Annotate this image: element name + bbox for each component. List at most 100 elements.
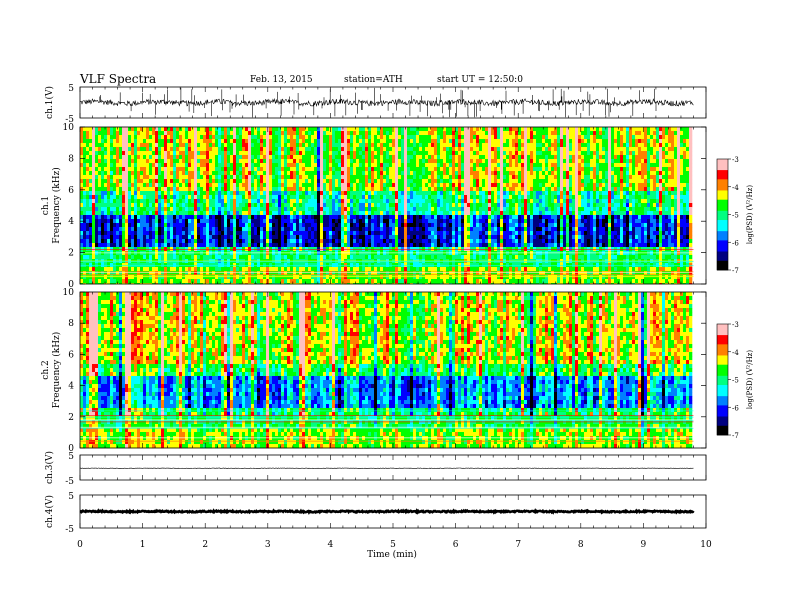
spectrogram-cell bbox=[200, 191, 204, 196]
spectrogram-cell bbox=[338, 215, 342, 220]
spectrogram-cell bbox=[104, 235, 108, 240]
spectrogram-cell bbox=[149, 223, 153, 228]
spectrogram-cell bbox=[329, 151, 333, 156]
spectrogram-cell bbox=[203, 255, 207, 260]
spectrogram-cell bbox=[218, 199, 222, 204]
spectrogram-cell bbox=[398, 279, 402, 284]
spectrogram-cell bbox=[296, 183, 300, 188]
spectrogram-cell bbox=[371, 127, 375, 132]
spectrogram-cell bbox=[179, 255, 183, 260]
spectrogram-cell bbox=[323, 203, 327, 208]
spectrogram-cell bbox=[167, 239, 171, 244]
spectrogram-cell bbox=[188, 171, 192, 176]
spectrogram-cell bbox=[311, 179, 315, 184]
spectrogram-cell bbox=[281, 151, 285, 156]
spectrogram-cell bbox=[338, 231, 342, 236]
spectrogram-cell bbox=[149, 247, 153, 252]
spectrogram-cell bbox=[284, 163, 288, 168]
spectrogram-cell bbox=[410, 247, 414, 252]
spectrogram-cell bbox=[203, 151, 207, 156]
spectrogram-cell bbox=[185, 127, 189, 132]
spectrogram-cell bbox=[158, 279, 162, 284]
spectrogram-cell bbox=[299, 155, 303, 160]
spectrogram-cell bbox=[179, 143, 183, 148]
spectrogram-cell bbox=[92, 219, 96, 224]
spectrogram-cell bbox=[227, 227, 231, 232]
spectrogram-cell bbox=[152, 247, 156, 252]
spectrogram-cell bbox=[203, 175, 207, 180]
spectrogram-cell bbox=[368, 135, 372, 140]
spectrogram-cell bbox=[107, 255, 111, 260]
spectrogram-cell bbox=[128, 279, 132, 284]
spectrogram-cell bbox=[170, 199, 174, 204]
spectrogram-cell bbox=[167, 147, 171, 152]
spectrogram-cell bbox=[239, 239, 243, 244]
spectrogram-cell bbox=[296, 203, 300, 208]
spectrogram-cell bbox=[119, 159, 123, 164]
spectrogram-cell bbox=[392, 183, 396, 188]
spectrogram-cell bbox=[95, 167, 99, 172]
spectrogram-cell bbox=[143, 239, 147, 244]
spectrogram-cell bbox=[206, 199, 210, 204]
spectrogram-cell bbox=[170, 179, 174, 184]
spectrogram-cell bbox=[440, 235, 444, 240]
spectrogram-cell bbox=[416, 167, 420, 172]
spectrogram-cell bbox=[92, 227, 96, 232]
spectrogram-cell bbox=[266, 215, 270, 220]
spectrogram-cell bbox=[236, 143, 240, 148]
spectrogram-cell bbox=[251, 199, 255, 204]
spectrogram-cell bbox=[353, 183, 357, 188]
spectrogram-cell bbox=[140, 207, 144, 212]
spectrogram-cell bbox=[425, 195, 429, 200]
spectrogram-cell bbox=[266, 255, 270, 260]
spectrogram-cell bbox=[293, 163, 297, 168]
spectrogram-cell bbox=[119, 187, 123, 192]
spectrogram-cell bbox=[386, 191, 390, 196]
spectrogram-cell bbox=[164, 147, 168, 152]
spectrogram-cell bbox=[188, 207, 192, 212]
spectrogram-cell bbox=[395, 195, 399, 200]
spectrogram-cell bbox=[269, 227, 273, 232]
spectrogram-cell bbox=[356, 135, 360, 140]
spectrogram-cell bbox=[362, 159, 366, 164]
spectrogram-cell bbox=[86, 151, 90, 156]
spectrogram-cell bbox=[92, 207, 96, 212]
spectrogram-cell bbox=[368, 203, 372, 208]
spectrogram-cell bbox=[317, 155, 321, 160]
spectrogram-cell bbox=[251, 207, 255, 212]
spectrogram-cell bbox=[389, 255, 393, 260]
spectrogram-cell bbox=[146, 159, 150, 164]
spectrogram-cell bbox=[332, 179, 336, 184]
spectrogram-cell bbox=[317, 183, 321, 188]
spectrogram-cell bbox=[155, 243, 159, 248]
spectrogram-cell bbox=[407, 219, 411, 224]
spectrogram-cell bbox=[200, 211, 204, 216]
spectrogram-cell bbox=[389, 207, 393, 212]
spectrogram-cell bbox=[266, 191, 270, 196]
spectrogram-cell bbox=[419, 139, 423, 144]
spectrogram-cell bbox=[185, 267, 189, 272]
spectrogram-cell bbox=[419, 219, 423, 224]
spectrogram-cell bbox=[353, 207, 357, 212]
spectrogram-cell bbox=[284, 147, 288, 152]
spectrogram-cell bbox=[95, 139, 99, 144]
spectrogram-cell bbox=[317, 271, 321, 276]
spectrogram-cell bbox=[425, 231, 429, 236]
spectrogram-cell bbox=[179, 267, 183, 272]
spectrogram-cell bbox=[95, 267, 99, 272]
spectrogram-cell bbox=[83, 263, 87, 268]
spectrogram-cell bbox=[425, 171, 429, 176]
spectrogram-cell bbox=[194, 159, 198, 164]
spectrogram-cell bbox=[305, 211, 309, 216]
spectrogram-cell bbox=[275, 147, 279, 152]
spectrogram-cell bbox=[431, 219, 435, 224]
spectrogram-cell bbox=[170, 175, 174, 180]
spectrogram-cell bbox=[425, 135, 429, 140]
spectrogram-cell bbox=[128, 135, 132, 140]
spectrogram-cell bbox=[80, 151, 84, 156]
spectrogram-cell bbox=[80, 131, 84, 136]
spectrogram-cell bbox=[299, 215, 303, 220]
spectrogram-cell bbox=[326, 207, 330, 212]
spectrogram-cell bbox=[308, 247, 312, 252]
spectrogram-cell bbox=[206, 267, 210, 272]
